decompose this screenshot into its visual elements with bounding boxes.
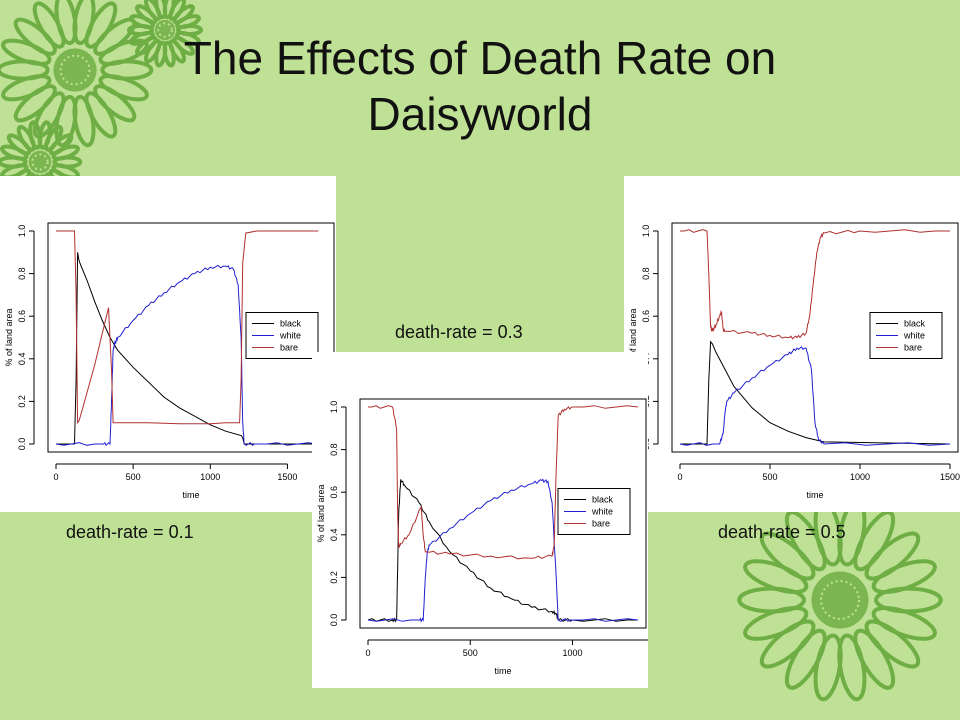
x-tick-label: 0 xyxy=(365,648,370,658)
legend-label-white: white xyxy=(279,331,301,341)
sunflower-medium-seed-ring xyxy=(31,153,49,171)
x-tick-label: 1000 xyxy=(850,472,870,482)
y-axis-label: % of land area xyxy=(316,484,326,542)
y-tick-label: 0.2 xyxy=(17,395,27,408)
series-line-bare xyxy=(56,230,319,425)
sunflower-bottom-petal xyxy=(864,531,921,581)
series-line-white xyxy=(367,478,639,623)
x-tick-label: 500 xyxy=(762,472,777,482)
x-axis-label: time xyxy=(806,490,823,500)
sunflower-bottom-center xyxy=(811,571,869,629)
legend-label-white: white xyxy=(903,331,925,341)
y-axis-label: % of land area xyxy=(628,308,638,366)
x-tick-label: 1500 xyxy=(277,472,297,482)
legend-label-black: black xyxy=(280,319,302,329)
y-tick-label: 0.0 xyxy=(329,614,339,627)
sunflower-large-seed-ring xyxy=(59,54,91,86)
sunflower-decoration-bottom-right xyxy=(737,498,943,702)
chart-panel-death-rate-0-5: 0.00.20.40.60.81.0% of land area05001000… xyxy=(624,176,960,512)
x-tick-label: 1000 xyxy=(200,472,220,482)
sunflower-small-petal xyxy=(175,14,201,30)
caption-death-rate-0-1: death-rate = 0.1 xyxy=(66,522,194,542)
x-tick-label: 1500 xyxy=(940,472,960,482)
sunflower-bottom-seed-ring xyxy=(820,580,860,620)
title-line-1: The Effects of Death Rate on xyxy=(183,32,777,84)
caption-death-rate-0-3: death-rate = 0.3 xyxy=(395,322,523,342)
chart-panel-death-rate-0-1: 0.0 0.2 0.4 0.6 0.8 1.0 % of land area 0 500 1000… xyxy=(0,176,336,512)
legend-label-black: black xyxy=(904,319,926,329)
y-tick-label: 0.6 xyxy=(329,486,339,499)
x-axis-label: time xyxy=(494,666,511,676)
x-tick-label: 0 xyxy=(677,472,682,482)
series-line-white xyxy=(679,346,951,446)
sunflower-bottom-petal xyxy=(864,619,921,669)
series-line-black xyxy=(680,340,951,445)
x-tick-label: 1000 xyxy=(563,648,583,658)
plot-frame xyxy=(47,222,335,453)
sunflower-large xyxy=(0,0,154,148)
y-tick-label: 0.8 xyxy=(641,267,651,280)
y-tick-label: 0.0 xyxy=(17,438,27,451)
y-tick-label: 1.0 xyxy=(17,225,27,238)
series-line-bare xyxy=(368,405,639,560)
y-tick-label: 0.6 xyxy=(641,310,651,323)
legend-label-bare: bare xyxy=(280,343,298,353)
title-line-2: Daisyworld xyxy=(367,88,593,140)
sunflower-bottom-petal xyxy=(871,559,937,594)
y-tick-label: 1.0 xyxy=(641,225,651,238)
x-tick-label: 500 xyxy=(126,472,141,482)
sunflower-small-seed-ring xyxy=(157,22,173,38)
sunflower-decoration-top-left xyxy=(0,0,204,204)
plot-frame xyxy=(671,222,959,453)
x-tick-label: 0 xyxy=(53,472,58,482)
legend-label-bare: bare xyxy=(904,343,922,353)
y-tick-label: 0.8 xyxy=(17,267,27,280)
legend-label-bare: bare xyxy=(592,519,610,529)
x-axis-label: time xyxy=(182,490,199,500)
legend-label-black: black xyxy=(592,495,614,505)
legend-label-white: white xyxy=(591,507,613,517)
y-axis-label: % of land area xyxy=(4,308,14,366)
y-tick-label: 0.4 xyxy=(329,529,339,542)
page-title: The Effects of Death Rate on Daisyworld xyxy=(0,30,960,142)
series-line-bare xyxy=(680,229,950,340)
plot-frame xyxy=(359,398,647,629)
line-chart-death-rate-0-1: 0.0 0.2 0.4 0.6 0.8 1.0 % of land area 0 500 1000… xyxy=(4,222,335,500)
sunflower-small xyxy=(126,0,204,68)
y-tick-label: 0.2 xyxy=(329,571,339,584)
x-tick-label: 500 xyxy=(463,648,478,658)
y-tick-label: 0.8 xyxy=(329,443,339,456)
y-tick-label: 1.0 xyxy=(329,401,339,414)
sunflower-large-petal xyxy=(98,38,149,66)
series-line-black xyxy=(56,252,319,445)
sunflower-medium-petal xyxy=(51,144,80,161)
sunflower-bottom-petal xyxy=(759,619,816,669)
line-chart-death-rate-0-3: 0.0 0.2 0.4 0.6 0.8 1.0 % of land area 0 500 1000… xyxy=(316,398,685,676)
chart-panel-death-rate-0-3: 0.0 0.2 0.4 0.6 0.8 1.0 % of land area 0 500 1000… xyxy=(312,352,685,688)
line-chart-death-rate-0-5: 0.00.20.40.60.81.0% of land area05001000… xyxy=(628,222,960,500)
y-tick-label: 0.4 xyxy=(17,353,27,366)
y-tick-label: 0.6 xyxy=(17,310,27,323)
caption-death-rate-0-5: death-rate = 0.5 xyxy=(718,522,846,542)
